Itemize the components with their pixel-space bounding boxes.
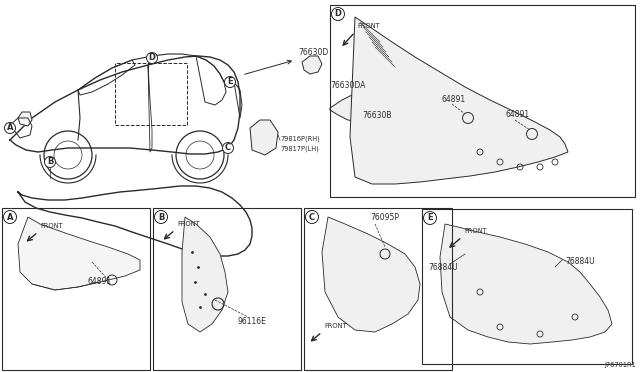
Polygon shape bbox=[350, 17, 568, 184]
Circle shape bbox=[3, 211, 17, 224]
Bar bbox=[153, 208, 301, 370]
Text: 79817P(LH): 79817P(LH) bbox=[280, 145, 319, 151]
Bar bbox=[115, 63, 187, 125]
Text: FRONT: FRONT bbox=[464, 228, 486, 234]
Text: A: A bbox=[7, 212, 13, 221]
Polygon shape bbox=[362, 122, 400, 154]
Circle shape bbox=[424, 212, 436, 224]
Bar bbox=[422, 209, 632, 364]
Circle shape bbox=[223, 142, 234, 154]
Bar bbox=[490, 282, 550, 320]
Circle shape bbox=[305, 211, 319, 224]
Circle shape bbox=[154, 211, 168, 224]
Text: D: D bbox=[148, 54, 156, 62]
Text: 64891: 64891 bbox=[88, 277, 112, 286]
Polygon shape bbox=[250, 120, 278, 155]
Circle shape bbox=[332, 7, 344, 20]
Text: 76884U: 76884U bbox=[428, 263, 458, 272]
Text: E: E bbox=[427, 214, 433, 222]
Text: A: A bbox=[7, 124, 13, 132]
Circle shape bbox=[45, 157, 56, 167]
Circle shape bbox=[147, 52, 157, 64]
Text: FRONT: FRONT bbox=[40, 223, 63, 229]
Text: FRONT: FRONT bbox=[324, 323, 347, 329]
Text: B: B bbox=[47, 157, 53, 167]
Bar bbox=[330, 5, 635, 197]
Polygon shape bbox=[302, 56, 322, 74]
Circle shape bbox=[225, 77, 236, 87]
Bar bbox=[304, 208, 452, 370]
Text: 76630B: 76630B bbox=[362, 111, 392, 120]
Text: FRONT: FRONT bbox=[177, 221, 200, 227]
Text: D: D bbox=[335, 10, 342, 19]
Text: 76630DA: 76630DA bbox=[330, 81, 365, 90]
Polygon shape bbox=[330, 88, 375, 122]
Polygon shape bbox=[18, 217, 140, 290]
Text: 64891: 64891 bbox=[442, 95, 466, 104]
Text: 76884U: 76884U bbox=[565, 257, 595, 266]
Text: C: C bbox=[225, 144, 231, 153]
Text: B: B bbox=[158, 212, 164, 221]
Text: C: C bbox=[309, 212, 315, 221]
Polygon shape bbox=[18, 112, 32, 126]
Polygon shape bbox=[440, 224, 612, 344]
Text: 76095P: 76095P bbox=[370, 213, 399, 222]
Text: J76701R1: J76701R1 bbox=[604, 362, 636, 368]
Circle shape bbox=[4, 122, 15, 134]
Text: E: E bbox=[227, 77, 233, 87]
Polygon shape bbox=[322, 217, 420, 332]
Text: 64891: 64891 bbox=[505, 110, 529, 119]
Text: 76630D: 76630D bbox=[298, 48, 328, 57]
Text: 96116E: 96116E bbox=[238, 317, 267, 326]
Bar bbox=[2, 208, 150, 370]
Polygon shape bbox=[182, 217, 228, 332]
Text: 79816P(RH): 79816P(RH) bbox=[280, 135, 320, 141]
Text: FRONT: FRONT bbox=[357, 23, 380, 29]
